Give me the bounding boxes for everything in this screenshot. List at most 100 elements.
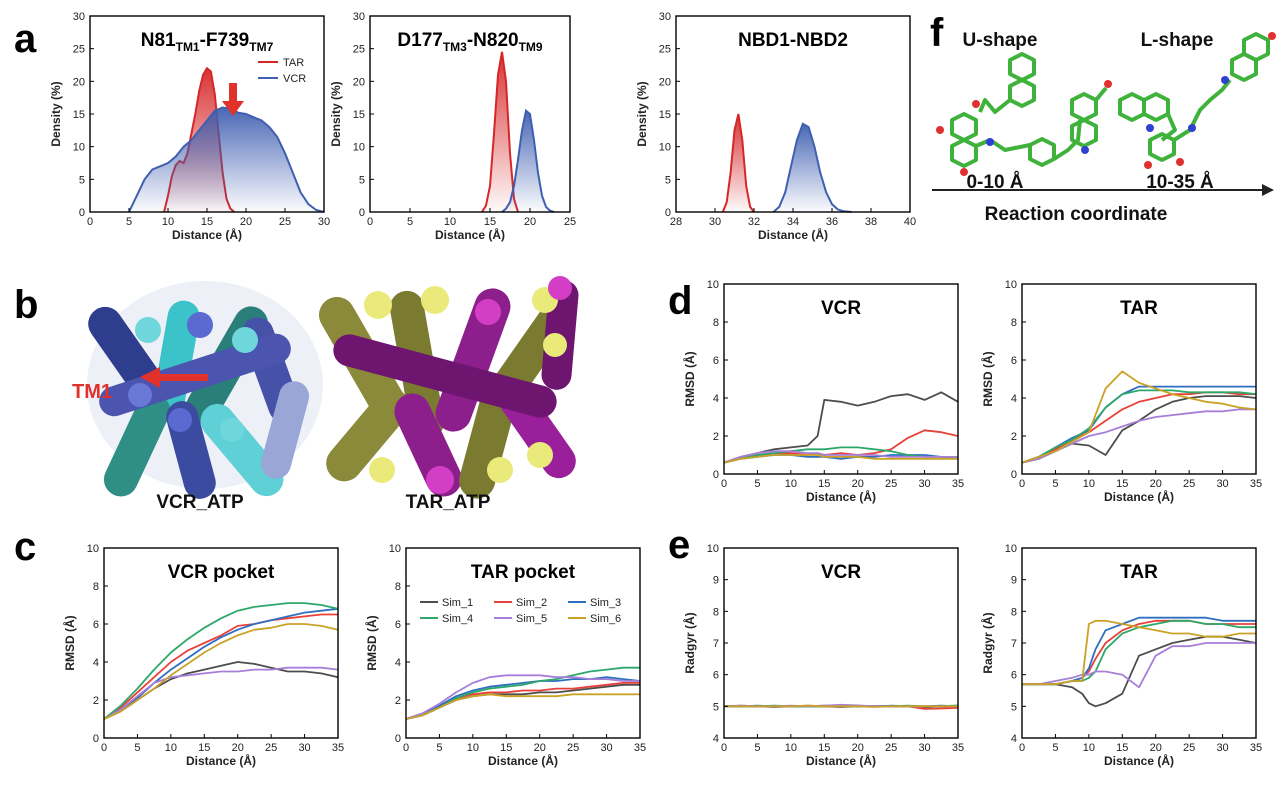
y-tick-label: 2	[395, 695, 401, 707]
x-tick-label: 25	[1183, 742, 1195, 754]
series-line-Sim_6	[723, 454, 958, 464]
y-tick-label: 9	[713, 575, 719, 587]
x-tick-label: 15	[201, 216, 213, 228]
chart-title: D177TM3-N820TM9	[397, 30, 542, 54]
y-axis-title: Density (%)	[49, 81, 63, 146]
legend-label-Sim_3: Sim_3	[590, 597, 621, 609]
range-u-label: 0-10 Å	[966, 172, 1023, 193]
l-shape-heteroatoms	[1144, 32, 1276, 169]
y-tick-label: 20	[353, 76, 365, 88]
x-axis-title: Distance (Å)	[758, 227, 828, 242]
x-tick-label: 10	[162, 216, 174, 228]
series-fill-VCR	[129, 107, 324, 212]
series-line-TAR	[481, 51, 519, 213]
y-tick-label: 2	[93, 695, 99, 707]
chart-a3: 28 30 32 34 36 38 40 0 5 10 15 20 25 30 Distance (Å) De…	[635, 11, 916, 242]
x-tick-label: 10	[785, 742, 797, 754]
x-axis-title: Distance (Å)	[172, 227, 242, 242]
y-tick-label: 0	[1011, 469, 1017, 481]
u-shape-heteroatoms	[936, 80, 1112, 176]
y-tick-label: 15	[659, 109, 671, 121]
x-tick-label: 30	[1216, 742, 1228, 754]
y-tick-label: 30	[659, 11, 671, 23]
tm1-label: TM1	[72, 381, 112, 403]
series-line-Sim_6	[405, 693, 640, 720]
series-line-Sim_1	[723, 391, 959, 464]
y-tick-label: 15	[353, 109, 365, 121]
panel-letter-e: e	[668, 523, 690, 567]
y-tick-label: 5	[79, 174, 85, 186]
series-line-TAR	[721, 113, 755, 213]
panel-letter-c: c	[14, 525, 36, 569]
tar-atp-label: TAR_ATP	[406, 492, 491, 513]
x-tick-label: 25	[1183, 478, 1195, 490]
x-tick-label: 30	[298, 742, 310, 754]
y-tick-label: 6	[1011, 355, 1017, 367]
y-tick-label: 10	[389, 543, 401, 555]
y-tick-label: 25	[659, 44, 671, 56]
series-line-Sim_2	[103, 613, 338, 720]
plot-frame	[405, 547, 641, 739]
x-tick-label: 20	[232, 742, 244, 754]
x-tick-label: 35	[1250, 478, 1262, 490]
series-line-Sim_6	[724, 704, 958, 708]
x-axis-title: Distance (Å)	[186, 753, 256, 768]
x-tick-label: 5	[407, 216, 413, 228]
y-tick-label: 0	[395, 733, 401, 745]
x-tick-label: 30	[709, 216, 721, 228]
x-tick-label: 10	[785, 478, 797, 490]
chart-title-part: N81	[141, 30, 176, 51]
legend-label-TAR: TAR	[283, 57, 304, 69]
chart-title: NBD1-NBD2	[738, 30, 848, 51]
y-tick-label: 10	[87, 543, 99, 555]
x-tick-label: 25	[564, 216, 576, 228]
legend-label-Sim_5: Sim_5	[516, 613, 547, 625]
chart-title: VCR	[821, 298, 861, 319]
y-tick-label: 8	[713, 606, 719, 618]
y-axis-title: Density (%)	[635, 81, 649, 146]
x-tick-label: 5	[754, 478, 760, 490]
plot-frame	[103, 547, 339, 739]
u-shape-molecule-image	[950, 52, 1108, 168]
x-tick-label: 0	[1019, 742, 1025, 754]
x-tick-label: 15	[818, 742, 830, 754]
panel-letter-f: f	[930, 11, 944, 55]
x-tick-label: 0	[1019, 478, 1025, 490]
y-tick-label: 15	[73, 109, 85, 121]
series-line-Sim_4	[1022, 619, 1256, 686]
y-tick-label: 10	[1005, 279, 1017, 291]
panel-letter-d: d	[668, 279, 692, 323]
x-tick-label: 10	[467, 742, 479, 754]
x-tick-label: 10	[165, 742, 177, 754]
x-tick-label: 20	[1150, 478, 1162, 490]
x-tick-label: 15	[500, 742, 512, 754]
x-tick-label: 30	[1216, 478, 1228, 490]
l-shape-label: L-shape	[1141, 30, 1214, 51]
x-tick-label: 38	[865, 216, 877, 228]
y-tick-label: 10	[353, 142, 365, 154]
y-tick-label: 4	[713, 393, 719, 405]
y-tick-label: 6	[1011, 670, 1017, 682]
y-tick-label: 0	[665, 207, 671, 219]
y-tick-label: 20	[73, 76, 85, 88]
y-tick-label: 10	[707, 543, 719, 555]
panel-letter-b: b	[14, 283, 38, 327]
y-tick-label: 20	[659, 76, 671, 88]
y-tick-label: 6	[395, 619, 401, 631]
series-fill-TAR	[482, 51, 518, 213]
series-line-Sim_6	[1021, 370, 1257, 464]
series-line-Sim_5	[1021, 408, 1256, 464]
series-line-Sim_3	[103, 607, 339, 720]
legend-label-VCR: VCR	[283, 73, 306, 85]
series-line-Sim_1	[1021, 395, 1257, 464]
x-tick-label: 5	[134, 742, 140, 754]
x-tick-label: 15	[198, 742, 210, 754]
y-tick-label: 25	[73, 44, 85, 56]
y-tick-label: 4	[395, 657, 401, 669]
series-line-VCR	[501, 108, 555, 213]
x-tick-label: 25	[567, 742, 579, 754]
y-tick-label: 0	[93, 733, 99, 745]
y-tick-label: 6	[713, 355, 719, 367]
y-tick-label: 4	[93, 657, 99, 669]
series-line-Sim_4	[1021, 389, 1257, 464]
